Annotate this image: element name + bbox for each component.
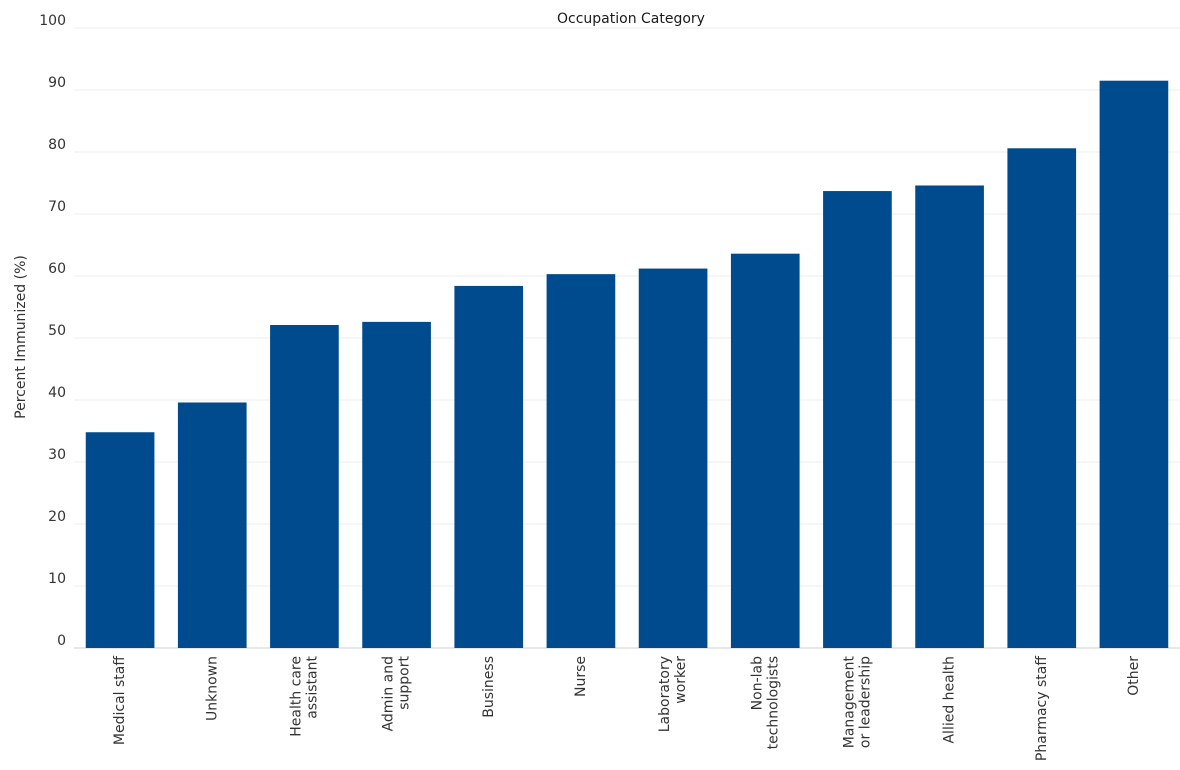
- y-axis-label: Percent Immunized (%): [13, 255, 29, 419]
- x-tick-label: Pharmacy staff: [1034, 656, 1050, 761]
- bar[interactable]: [454, 285, 524, 648]
- y-tick-label: 100: [39, 13, 66, 29]
- x-tick-label-line: support: [397, 656, 413, 710]
- x-tick-label: Other: [1126, 656, 1142, 696]
- bar[interactable]: [1099, 80, 1169, 648]
- x-tick-label: Management or leadership: [841, 656, 873, 749]
- x-tick-label-line: Business: [481, 656, 497, 718]
- y-tick-label: 80: [48, 137, 66, 153]
- bar[interactable]: [362, 321, 431, 648]
- x-tick-label-line: Other: [1126, 656, 1142, 696]
- x-tick-label: Medical staff: [112, 656, 128, 745]
- y-tick-label: 60: [48, 261, 66, 277]
- y-tick-label: 90: [48, 75, 66, 91]
- x-tick-label: Business: [481, 656, 497, 718]
- x-tick-label-line: assistant: [304, 655, 320, 718]
- x-axis-labels: Medical staff Unknown Health care assistant…: [112, 655, 1142, 761]
- x-tick-label: Admin and support: [381, 656, 413, 732]
- y-tick-label: 50: [48, 323, 66, 339]
- x-tick-label: Health care assistant: [288, 655, 320, 736]
- bar[interactable]: [85, 432, 155, 648]
- y-tick-label: 70: [48, 199, 66, 215]
- y-tick-label: 10: [48, 571, 66, 587]
- x-tick-label-line: Unknown: [204, 656, 220, 721]
- y-tick-label: 40: [48, 385, 66, 401]
- y-tick-label: 30: [48, 447, 66, 463]
- y-tick-label: 20: [48, 509, 66, 525]
- x-tick-label-line: Allied health: [942, 656, 958, 744]
- x-tick-label-line: Non-lab: [749, 656, 765, 710]
- bars: [85, 80, 1169, 649]
- x-tick-label-line: or leadership: [857, 656, 873, 748]
- x-tick-label-line: Laboratory: [657, 656, 673, 732]
- bar[interactable]: [546, 274, 616, 648]
- x-tick-label-line: worker: [673, 656, 689, 704]
- x-tick-label-line: Management: [841, 656, 857, 749]
- bar[interactable]: [1007, 148, 1077, 648]
- x-tick-label-line: Nurse: [573, 656, 589, 697]
- y-tick-label: 0: [57, 633, 66, 649]
- bar[interactable]: [270, 324, 339, 648]
- x-tick-label: Non-lab technologists: [749, 656, 781, 750]
- bar[interactable]: [915, 185, 984, 649]
- x-tick-label: Laboratory worker: [657, 656, 689, 733]
- x-tick-label: Unknown: [204, 656, 220, 721]
- x-tick-label-line: Health care: [288, 656, 304, 737]
- x-tick-label: Nurse: [573, 656, 589, 697]
- bar[interactable]: [177, 402, 247, 648]
- x-tick-label-line: Admin and: [381, 656, 397, 731]
- chart-title: Occupation Category: [557, 11, 705, 27]
- y-axis-ticks: 0 10 20 30 40 50 60 70 80 90 100: [39, 13, 66, 649]
- bar[interactable]: [823, 191, 892, 648]
- bar[interactable]: [638, 268, 708, 648]
- bar[interactable]: [730, 253, 800, 648]
- gridlines: [74, 27, 1180, 649]
- x-tick-label-line: Medical staff: [112, 656, 128, 745]
- x-tick-label: Allied health: [942, 656, 958, 744]
- x-tick-label-line: technologists: [765, 656, 781, 749]
- x-tick-label-line: Pharmacy staff: [1034, 656, 1050, 761]
